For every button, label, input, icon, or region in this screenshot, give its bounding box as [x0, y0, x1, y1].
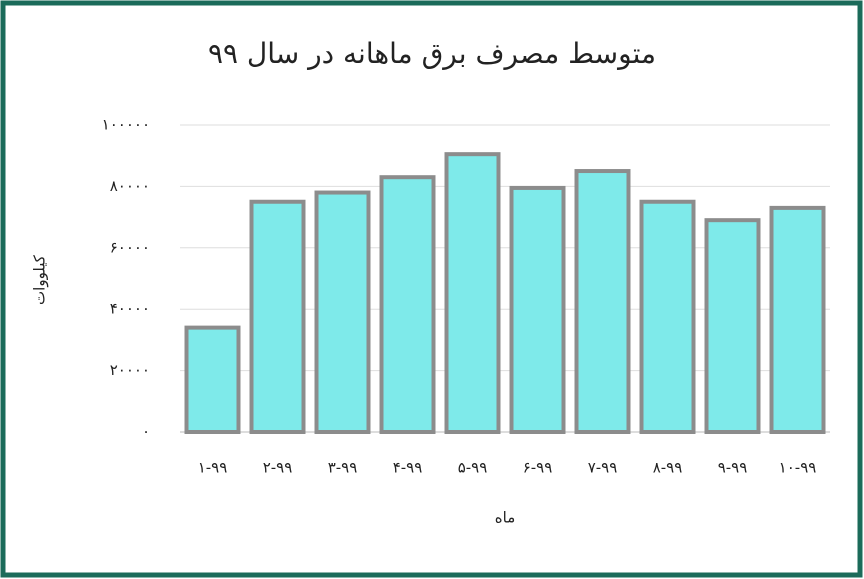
- x-tick-label: ۶-۹۹: [523, 459, 553, 477]
- x-tick-label: ۵-۹۹: [458, 459, 488, 477]
- y-axis-label: کیلووات: [31, 254, 49, 305]
- x-tick-label: ۹-۹۹: [718, 459, 748, 477]
- x-tick-label: ۸-۹۹: [653, 459, 683, 477]
- y-tick-label: ۱۰۰۰۰۰: [102, 116, 150, 134]
- bar: [574, 169, 631, 435]
- bar: [769, 205, 826, 434]
- x-tick-label: ۴-۹۹: [393, 459, 423, 477]
- bar: [249, 199, 306, 434]
- y-tick-label: ۰: [142, 423, 150, 441]
- chart-title: متوسط مصرف برق ماهانه در سال ۹۹: [208, 37, 656, 70]
- x-tick-label: ۳-۹۹: [328, 459, 358, 477]
- y-tick-label: ۴۰۰۰۰: [110, 300, 150, 318]
- x-tick-label: ۷-۹۹: [588, 459, 618, 477]
- bar: [704, 218, 761, 434]
- x-axis-label: ماه: [495, 509, 515, 527]
- bar: [509, 185, 566, 434]
- bar: [639, 199, 696, 434]
- y-tick-label: ۸۰۰۰۰: [110, 177, 150, 195]
- y-tick-label: ۶۰۰۰۰: [110, 238, 150, 256]
- bar: [314, 190, 371, 434]
- x-tick-label: ۲-۹۹: [263, 459, 293, 477]
- bar: [444, 152, 501, 434]
- bar: [379, 175, 436, 434]
- x-tick-label: ۱-۹۹: [198, 459, 228, 477]
- x-tick-label: ۱۰-۹۹: [779, 459, 817, 477]
- y-tick-label: ۲۰۰۰۰: [110, 361, 150, 379]
- bar: [184, 325, 241, 434]
